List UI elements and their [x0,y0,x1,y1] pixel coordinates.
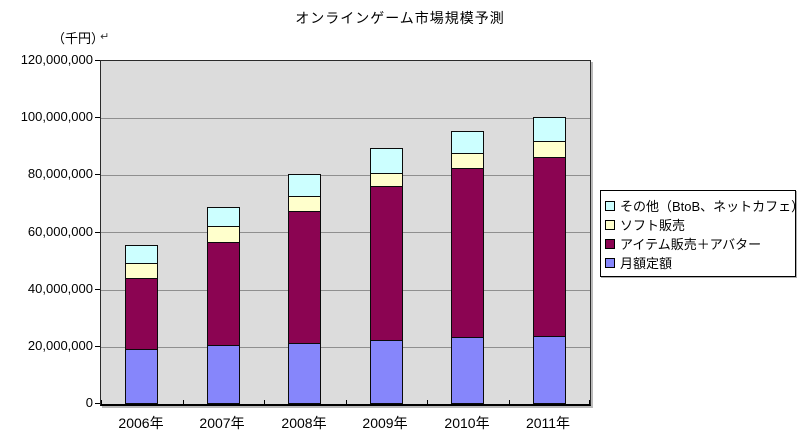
bar-segment-その他（BtoB、ネットカフェ） [207,207,240,227]
gridline [101,232,590,233]
legend-item: アイテム販売＋アバター [605,234,791,253]
bar-segment-その他（BtoB、ネットカフェ） [533,117,566,142]
x-axis-category-label: 2006年 [118,415,164,431]
bar-segment-ソフト販売 [288,196,321,212]
x-axis-tick-mark [509,400,510,404]
bar-segment-ソフト販売 [125,263,158,279]
y-axis-tick-label: 100,000,000 [20,109,93,124]
bar-2007年 [207,207,240,404]
y-axis-tick-label: 60,000,000 [27,224,93,239]
x-axis-category-label: 2010年 [444,415,490,431]
x-axis-tick-mark [264,400,265,404]
legend-item-label: 月額定額 [620,256,673,271]
legend-item-label: その他（BtoB、ネットカフェ） [620,199,800,214]
legend-item-label: アイテム販売＋アバター [620,237,762,252]
x-axis-category-label: 2007年 [199,415,245,431]
y-axis-unit-label: （千円） [52,31,105,46]
y-axis-tick-mark [95,403,100,404]
bar-segment-アイテム販売＋アバター [533,157,566,337]
gridline [101,175,590,176]
x-axis-tick-mark [589,400,590,404]
x-axis-tick-mark [101,400,102,404]
y-axis-tick-mark [95,117,100,118]
y-axis-tick-label: 0 [85,395,93,410]
legend: その他（BtoB、ネットカフェ） ソフト販売アイテム販売＋アバター 月額定額 [600,190,800,277]
gridline [101,347,590,348]
bar-2006年 [125,245,158,404]
bar-2009年 [370,148,403,404]
x-axis-category-label: 2009年 [362,415,408,431]
bar-segment-アイテム販売＋アバター [125,278,158,350]
y-axis-tick-label: 20,000,000 [27,338,93,353]
legend-item: 月額定額 [605,253,791,272]
chart-title: オンラインゲーム市場規模予測 [295,10,505,26]
bar-segment-その他（BtoB、ネットカフェ） [125,245,158,264]
bar-segment-アイテム販売＋アバター [451,168,484,338]
x-axis-category-label: 2011年 [525,415,571,431]
bar-segment-その他（BtoB、ネットカフェ） [288,174,321,197]
return-mark-glyph: ↵ [100,31,110,43]
x-axis-category-label: 2008年 [281,415,327,431]
bar-segment-ソフト販売 [207,226,240,243]
bar-segment-ソフト販売 [451,153,484,169]
bar-segment-月額定額 [125,349,158,404]
y-axis-tick-mark [95,346,100,347]
y-axis-tick-label: 40,000,000 [27,281,93,296]
legend-color-swatch [605,200,615,211]
bar-segment-ソフト販売 [370,173,403,187]
bar-segment-月額定額 [207,345,240,404]
legend-color-swatch [605,219,615,230]
gridline [101,118,590,119]
bar-segment-その他（BtoB、ネットカフェ） [370,148,403,174]
legend-item: その他（BtoB、ネットカフェ） [605,196,800,215]
bar-2011年 [533,117,566,404]
x-axis-tick-mark [427,400,428,404]
legend-color-swatch [605,238,615,249]
x-axis-tick-mark [183,400,184,404]
bar-2008年 [288,174,321,404]
bar-segment-アイテム販売＋アバター [370,186,403,341]
bar-segment-月額定額 [533,336,566,404]
y-axis-tick-mark [95,60,100,61]
bar-segment-アイテム販売＋アバター [207,242,240,346]
y-axis-tick-label: 80,000,000 [27,166,93,181]
bar-segment-アイテム販売＋アバター [288,211,321,344]
legend-color-swatch [605,257,615,268]
plot-area [100,60,591,406]
bar-segment-月額定額 [288,343,321,404]
bar-segment-その他（BtoB、ネットカフェ） [451,131,484,154]
bar-segment-月額定額 [451,337,484,404]
gridline [101,290,590,291]
y-axis-tick-mark [95,289,100,290]
x-axis-tick-mark [346,400,347,404]
y-axis-tick-label: 120,000,000 [20,52,93,67]
legend-item-label: ソフト販売 [620,218,686,233]
y-axis-tick-mark [95,174,100,175]
bar-segment-ソフト販売 [533,141,566,158]
bar-segment-月額定額 [370,340,403,404]
bar-2010年 [451,131,484,404]
legend-item: ソフト販売 [605,215,791,234]
y-axis-tick-mark [95,232,100,233]
